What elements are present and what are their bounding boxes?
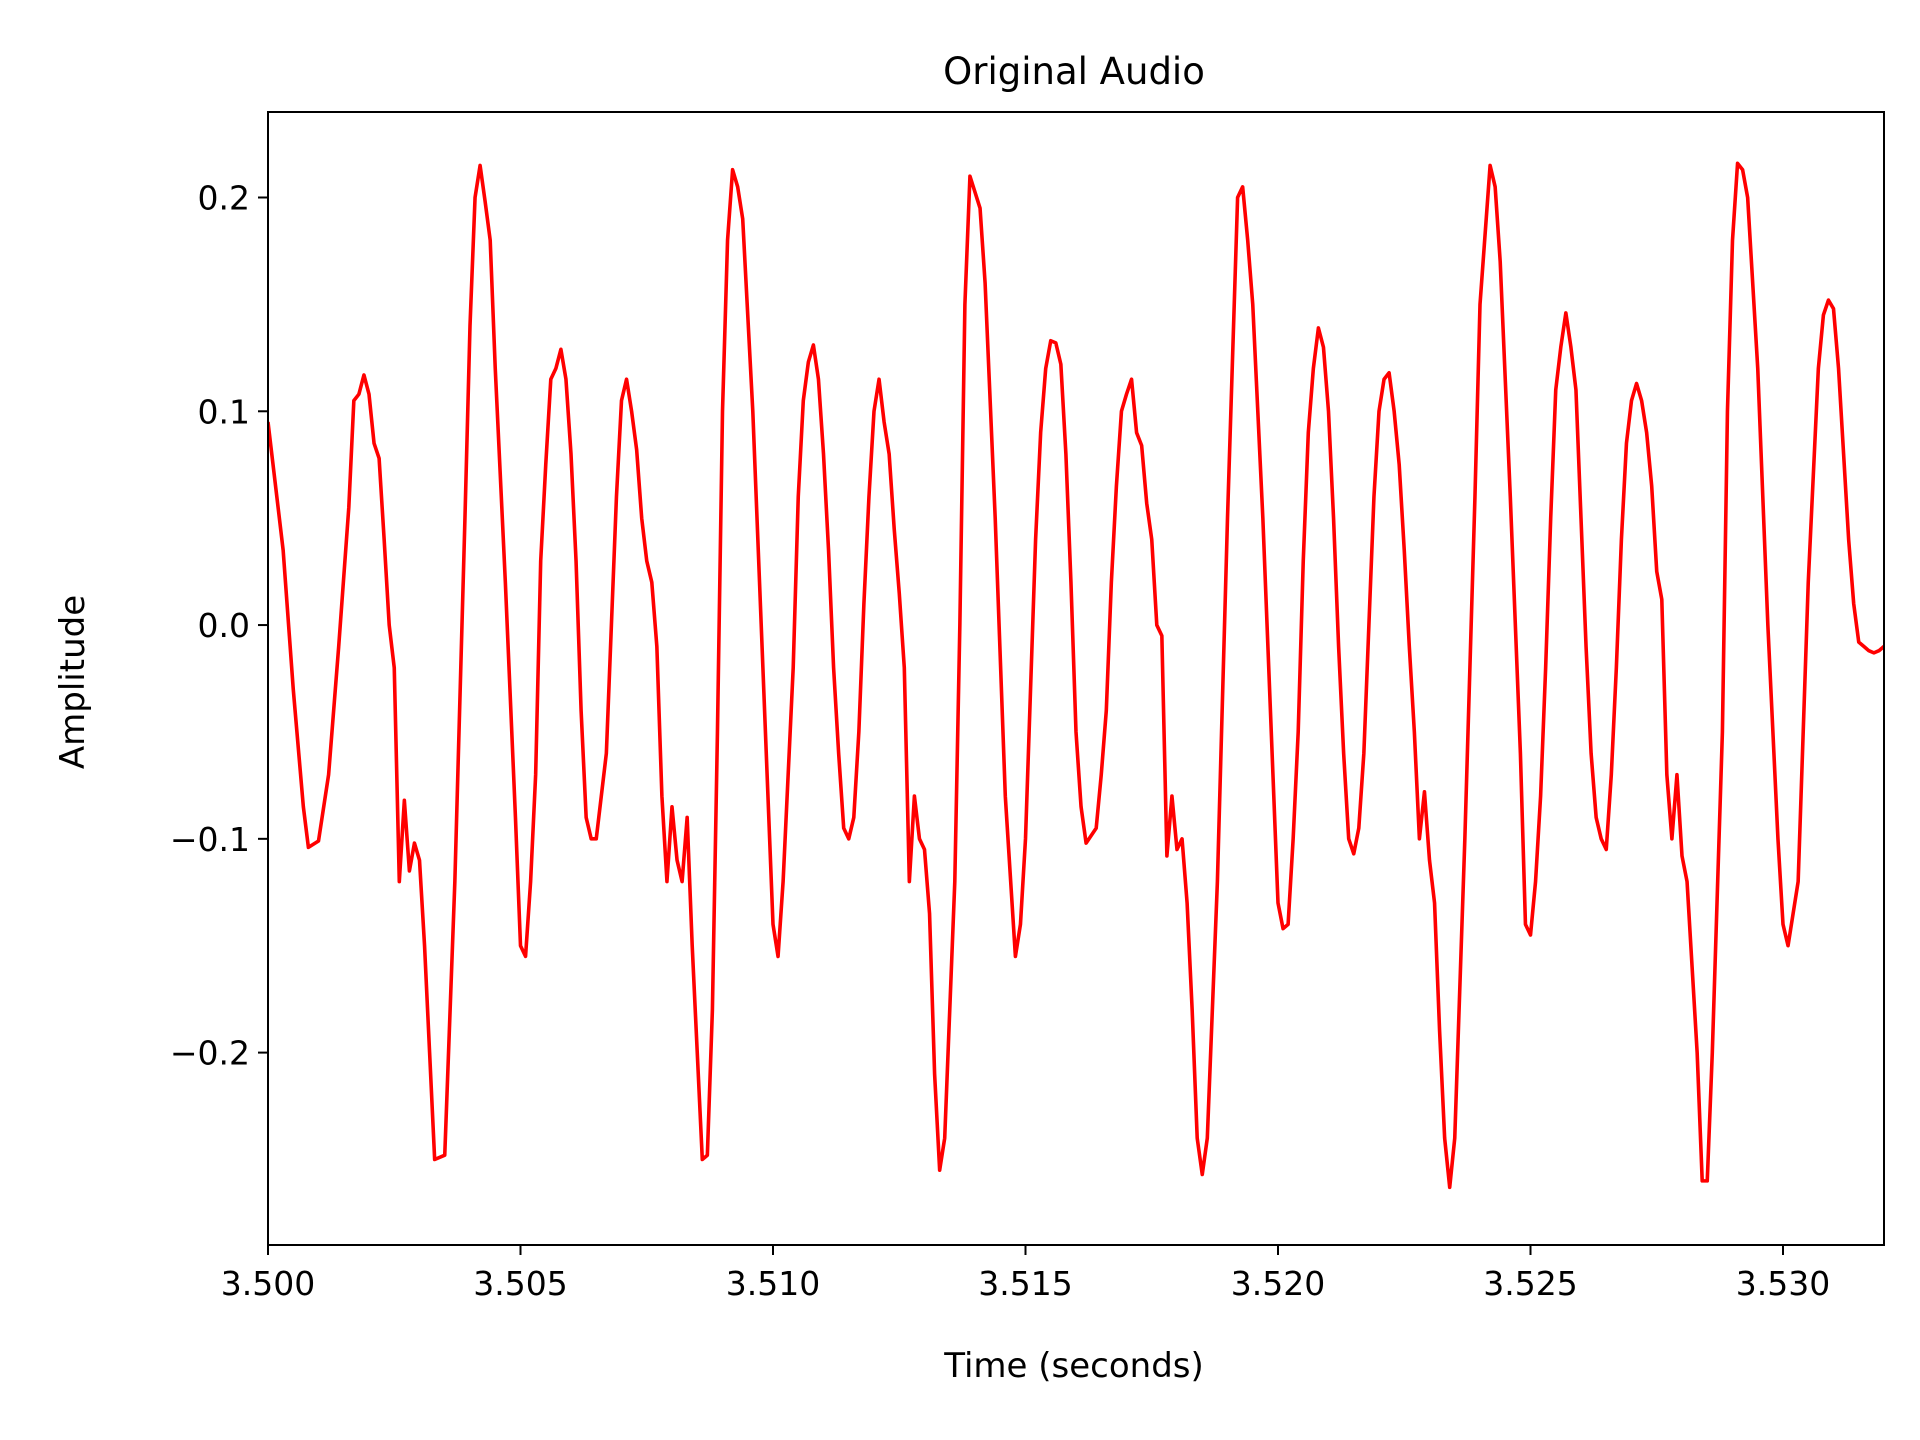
plot-area <box>267 111 1885 1246</box>
y-tick-label: −0.1 <box>170 820 250 859</box>
y-tick-label: 0.2 <box>198 179 250 218</box>
x-tick-label: 3.530 <box>1736 1264 1830 1303</box>
y-tick-label: 0.0 <box>198 606 250 645</box>
chart-title: Original Audio <box>943 50 1205 93</box>
y-tick-label: 0.1 <box>198 392 250 431</box>
series-line-1 <box>268 161 1884 1190</box>
y-axis-title: Amplitude <box>53 595 93 769</box>
x-tick-label: 3.525 <box>1483 1264 1577 1303</box>
axes-frame <box>267 111 1885 1246</box>
y-tick-label: −0.2 <box>170 1034 250 1073</box>
x-tick-label: 3.500 <box>221 1264 315 1303</box>
x-axis-ticks: 3.500 3.505 3.510 3.515 3.520 3.525 3.530 <box>221 1245 1830 1303</box>
x-axis-title: Time (seconds) <box>943 1346 1204 1386</box>
y-axis-ticks: −0.2 −0.1 0.0 0.1 0.2 <box>170 179 268 1073</box>
x-tick-label: 3.520 <box>1231 1264 1325 1303</box>
x-tick-label: 3.515 <box>978 1264 1072 1303</box>
x-tick-label: 3.505 <box>473 1264 567 1303</box>
x-tick-label: 3.510 <box>726 1264 820 1303</box>
